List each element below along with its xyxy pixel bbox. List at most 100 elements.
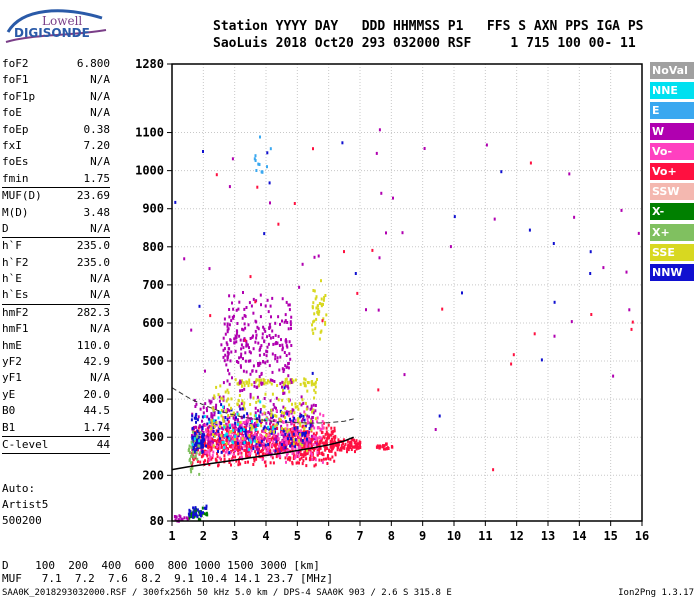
echo-point xyxy=(224,390,227,394)
echo-point xyxy=(190,440,193,444)
echo-point xyxy=(239,456,242,460)
param-value: N/A xyxy=(90,89,110,103)
echo-point xyxy=(253,384,256,388)
echo-point xyxy=(286,423,289,427)
echo-point xyxy=(256,378,259,382)
echo-point xyxy=(299,421,302,425)
echo-point xyxy=(240,456,243,460)
echo-point xyxy=(252,447,255,451)
echo-point xyxy=(337,438,340,442)
echo-point xyxy=(378,256,381,260)
echo-point xyxy=(229,359,232,363)
echo-point xyxy=(228,308,231,311)
param-value: 1.74 xyxy=(83,420,111,434)
echo-point xyxy=(209,445,212,449)
echo-point xyxy=(281,443,283,447)
echo-point xyxy=(314,385,317,389)
echo-point xyxy=(284,456,287,460)
echo-point xyxy=(210,439,213,443)
echo-point xyxy=(378,128,381,132)
echo-point xyxy=(294,456,297,460)
echo-point xyxy=(228,460,231,464)
echo-point xyxy=(299,433,301,437)
echo-point xyxy=(232,307,235,311)
echo-point xyxy=(244,429,247,433)
echo-point xyxy=(272,430,275,434)
echo-point xyxy=(222,441,225,444)
echo-point xyxy=(340,448,343,452)
echo-point xyxy=(219,446,221,450)
echo-point xyxy=(289,442,292,446)
echo-point xyxy=(301,443,304,447)
echo-point xyxy=(227,397,230,401)
echo-point xyxy=(270,382,273,386)
echo-point xyxy=(241,379,243,383)
echo-point xyxy=(197,444,200,448)
echo-point xyxy=(195,437,198,441)
echo-point xyxy=(223,317,226,321)
echo-point xyxy=(320,452,323,455)
param-row: foEp 0.38 xyxy=(2,122,110,138)
echo-point xyxy=(289,410,292,414)
echo-point xyxy=(288,433,291,437)
echo-point xyxy=(183,257,186,261)
echo-point xyxy=(286,365,289,369)
echo-point xyxy=(241,389,244,392)
echo-point xyxy=(251,439,254,443)
echo-point xyxy=(202,445,204,449)
echo-point xyxy=(329,441,332,445)
echo-point xyxy=(202,150,204,153)
echo-point xyxy=(312,408,315,412)
echo-point xyxy=(315,431,318,435)
echo-point xyxy=(271,370,274,374)
echo-point xyxy=(225,399,228,403)
echo-point xyxy=(193,438,196,442)
echo-point xyxy=(306,414,309,418)
echo-point xyxy=(238,300,241,304)
echo-point xyxy=(222,424,225,428)
echo-point xyxy=(228,444,231,448)
echo-point xyxy=(381,444,384,448)
echo-point xyxy=(266,335,268,339)
echo-point xyxy=(282,405,285,409)
echo-point xyxy=(262,427,265,431)
echo-point xyxy=(181,518,184,522)
echo-point xyxy=(288,439,291,442)
echo-point xyxy=(222,416,225,420)
echo-point xyxy=(250,417,253,421)
echo-point xyxy=(248,350,251,354)
echo-point xyxy=(330,449,333,453)
param-label: B1 xyxy=(2,420,16,434)
echo-point xyxy=(330,433,332,437)
echo-point xyxy=(330,430,333,434)
echo-point xyxy=(309,457,311,460)
echo-point xyxy=(191,430,194,434)
echo-point xyxy=(271,329,274,333)
echo-point xyxy=(297,419,299,423)
echo-point xyxy=(173,515,176,518)
param-value: N/A xyxy=(90,73,110,87)
echo-point xyxy=(354,272,357,275)
echo-point xyxy=(219,411,222,415)
echo-point xyxy=(215,421,218,424)
echo-point xyxy=(305,464,308,468)
echo-point xyxy=(234,378,237,382)
echo-point xyxy=(225,450,228,454)
echo-point xyxy=(265,421,268,425)
echo-point xyxy=(202,443,204,447)
param-separator xyxy=(2,237,110,239)
echo-point xyxy=(323,295,326,299)
echo-point xyxy=(234,440,237,444)
trace-curve xyxy=(171,436,354,471)
echo-point xyxy=(290,381,293,384)
echo-point xyxy=(220,443,223,447)
echo-point xyxy=(325,457,327,461)
echo-point xyxy=(247,384,250,388)
echo-point xyxy=(269,304,272,308)
echo-point xyxy=(301,262,304,266)
echo-point xyxy=(210,418,213,422)
echo-point xyxy=(232,316,235,320)
echo-point xyxy=(241,437,244,440)
echo-point xyxy=(272,425,275,429)
